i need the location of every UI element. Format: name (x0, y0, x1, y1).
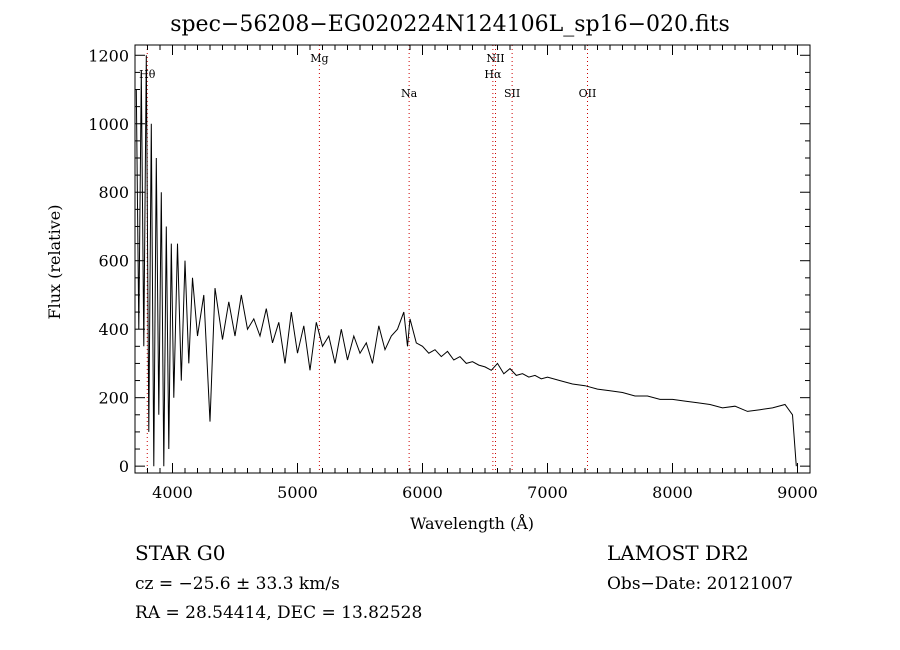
spectrum-line (136, 55, 796, 466)
y-tick-label: 400 (98, 320, 129, 339)
line-marker-label: Hα (484, 68, 502, 81)
plot-frame (135, 45, 810, 473)
x-tick-label: 7000 (527, 483, 568, 502)
y-tick-label: 200 (98, 389, 129, 408)
line-marker-label: Mg (310, 52, 328, 65)
redshift-value: cz = −25.6 ± 33.3 km/s (135, 576, 340, 593)
x-tick-label: 5000 (277, 483, 318, 502)
line-marker-label: OII (579, 87, 597, 100)
y-tick-label: 800 (98, 183, 129, 202)
object-class: STAR G0 (135, 543, 226, 563)
spectrum-series (136, 55, 796, 466)
observation-date: Obs−Date: 20121007 (607, 576, 793, 593)
y-axis-label: Flux (relative) (45, 205, 64, 320)
x-tick-label: 6000 (402, 483, 443, 502)
coordinates: RA = 28.54414, DEC = 13.82528 (135, 605, 422, 622)
y-tick-label: 1000 (88, 115, 129, 134)
x-tick-label: 9000 (777, 483, 818, 502)
x-tick-label: 8000 (652, 483, 693, 502)
x-axis-label: Wavelength (Å) (410, 513, 534, 533)
line-marker-label: NII (486, 52, 504, 65)
line-marker-label: SII (504, 87, 520, 100)
x-tick-label: 4000 (152, 483, 193, 502)
y-tick-label: 0 (119, 457, 129, 476)
line-marker-label: Na (401, 87, 418, 100)
survey-name: LAMOST DR2 (607, 543, 749, 563)
y-tick-label: 1200 (88, 46, 129, 65)
y-tick-label: 600 (98, 252, 129, 271)
plot-axes: 4000 5000 6000 7000 8000 9000 0 200 400 600 800 100… (88, 45, 818, 502)
